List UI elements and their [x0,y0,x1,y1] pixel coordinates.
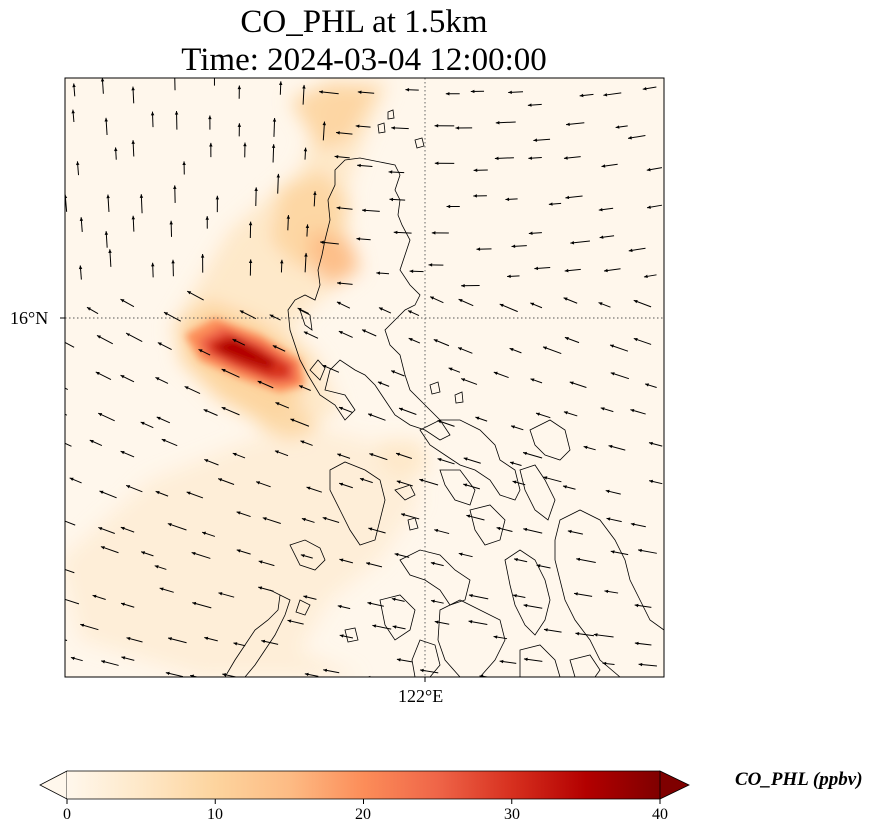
colorbar-tick: 10 [207,806,223,823]
plot-title-line1: CO_PHL at 1.5km [240,4,488,40]
colorbar-tick: 20 [355,806,371,823]
colorbar-gradient [67,771,660,799]
wind-vectors [65,78,663,677]
lon-tick-label: 122°E [398,686,444,706]
colorbar-tick: 30 [504,806,520,823]
colorbar-min-extend [39,770,68,800]
map-frame [64,77,665,678]
colorbar-tick: 0 [63,806,71,823]
lat-tick-label: 16°N [10,308,49,328]
plot-title-line2: Time: 2024-03-04 12:00:00 [181,42,547,78]
colorbar-max-extend [659,770,690,800]
colorbar-tick: 40 [652,806,668,823]
coastlines [224,109,664,677]
colorbar-label: CO_PHL (ppbv) [735,769,863,790]
